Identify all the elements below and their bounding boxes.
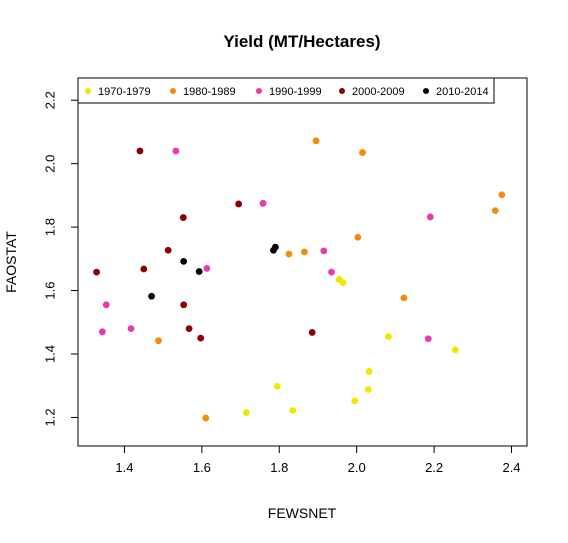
data-point (164, 246, 172, 254)
legend-label: 2000-2009 (352, 86, 405, 98)
data-point (320, 247, 328, 255)
y-tick-label: 2.2 (42, 91, 57, 109)
data-point (451, 346, 459, 354)
x-axis-label: FEWSNET (268, 505, 337, 521)
data-point (365, 368, 373, 375)
legend-marker (170, 88, 176, 94)
chart-title: Yield (MT/Hectares) (223, 32, 380, 51)
data-point (359, 149, 366, 156)
data-point (354, 233, 362, 241)
data-point (312, 137, 320, 145)
y-axis-label: FAOSTAT (3, 231, 19, 293)
legend-label: 1980-1989 (183, 86, 236, 98)
data-point (203, 264, 211, 272)
x-tick-label: 1.4 (115, 460, 133, 475)
data-point (180, 257, 188, 265)
data-point (140, 265, 148, 273)
legend-marker (85, 88, 91, 94)
data-points (93, 137, 506, 422)
data-point (308, 329, 316, 336)
data-point (235, 200, 243, 208)
legend-marker (339, 88, 345, 94)
data-point (426, 213, 434, 221)
y-tick-label: 1.4 (42, 345, 57, 363)
x-tick-label: 1.6 (193, 460, 211, 475)
y-tick-label: 1.2 (42, 408, 57, 426)
y-axis: 1.2 1.4 1.6 1.8 2.0 2.2 (42, 91, 79, 426)
data-point (202, 414, 210, 422)
x-axis: 1.4 1.6 1.8 2.0 2.2 2.4 (115, 445, 521, 475)
data-point (400, 294, 408, 302)
data-point (289, 407, 297, 414)
data-point (301, 248, 308, 256)
y-tick-label: 2.0 (42, 155, 57, 173)
data-point (155, 337, 162, 345)
legend-marker (256, 88, 262, 94)
legend-marker (423, 88, 429, 94)
y-tick-label: 1.6 (42, 282, 57, 300)
data-point (424, 335, 432, 343)
y-tick-label: 1.8 (42, 218, 57, 236)
data-point (185, 325, 193, 333)
data-point (172, 147, 180, 155)
legend: 1970-1979 1980-1989 1990-1999 2000-2009 2010… (77, 77, 495, 104)
legend-label: 1970-1979 (98, 86, 151, 98)
data-point (197, 334, 205, 342)
data-point (328, 268, 335, 276)
x-tick-label: 2.0 (348, 460, 366, 475)
data-point (285, 250, 293, 258)
x-tick-label: 1.8 (270, 460, 288, 475)
data-point (491, 207, 499, 215)
data-point (385, 333, 392, 340)
data-point (179, 214, 187, 221)
data-point (242, 409, 250, 417)
data-point (498, 191, 506, 199)
x-tick-label: 2.2 (425, 460, 443, 475)
data-point (351, 397, 359, 405)
data-point (272, 243, 279, 251)
data-point (339, 279, 347, 287)
legend-label: 2010-2014 (436, 86, 489, 98)
data-point (259, 199, 267, 207)
data-point (127, 325, 135, 333)
data-point (180, 301, 188, 309)
data-point (136, 147, 144, 155)
data-point (102, 301, 110, 309)
legend-label: 1990-1999 (269, 86, 322, 98)
data-point (364, 386, 372, 393)
data-point (148, 292, 155, 300)
plot-frame (77, 77, 528, 447)
data-point (195, 268, 203, 275)
data-point (273, 382, 281, 390)
x-tick-label: 2.4 (502, 460, 520, 475)
data-point (93, 268, 100, 276)
data-point (98, 328, 106, 336)
